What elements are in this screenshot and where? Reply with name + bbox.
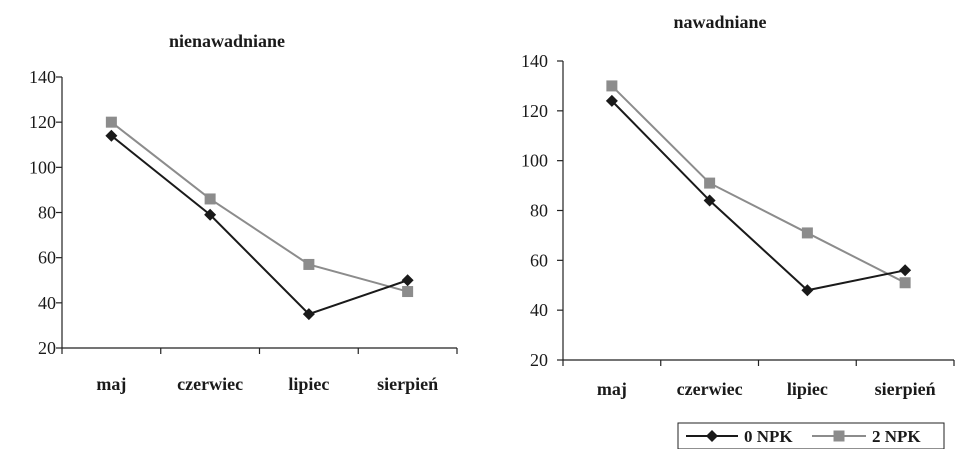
data-point: [402, 286, 414, 298]
data-point: [703, 194, 716, 207]
legend-label: 0 NPK: [744, 427, 793, 446]
y-tick-label: 40: [38, 293, 56, 313]
data-point: [302, 308, 315, 321]
data-point: [204, 193, 216, 205]
x-category-label: sierpień: [875, 379, 936, 399]
chart-nienawadniane: nienawadniane 20 40 60 80 100 120 140 maj czerwi…: [29, 31, 458, 394]
y-tick-label: 80: [38, 203, 56, 223]
data-point: [401, 274, 414, 287]
x-category-label: maj: [597, 379, 627, 399]
chart-nawadniane: nawadniane 20 40 60 80 100 120 140 maj czerwiec l…: [521, 12, 955, 399]
data-point: [899, 264, 912, 277]
data-point: [704, 177, 716, 189]
legend: 0 NPK 2 NPK: [677, 422, 945, 449]
x-category-label: lipiec: [787, 379, 828, 399]
y-tick-label: 20: [38, 338, 56, 358]
chart-title: nawadniane: [673, 12, 766, 32]
y-tick-label: 40: [530, 300, 548, 320]
data-point: [105, 116, 117, 128]
legend-marker: [833, 430, 845, 442]
data-point: [899, 277, 911, 289]
x-category-label: czerwiec: [177, 374, 243, 394]
series-line: [110, 134, 408, 316]
y-tick-label: 140: [29, 67, 56, 87]
y-tick-label: 100: [29, 157, 56, 177]
data-point: [606, 80, 618, 92]
x-category-label: czerwiec: [677, 379, 743, 399]
data-point: [605, 94, 618, 107]
data-point: [303, 258, 315, 270]
y-tick-label: 60: [38, 248, 56, 268]
x-category-label: maj: [96, 374, 126, 394]
data-point: [204, 208, 217, 221]
data-point: [105, 129, 118, 142]
y-tick-label: 120: [521, 101, 548, 121]
legend-marker: [706, 430, 718, 442]
data-point: [801, 284, 814, 297]
y-tick-label: 60: [530, 250, 548, 270]
legend-label: 2 NPK: [872, 427, 921, 446]
x-category-label: lipiec: [288, 374, 329, 394]
chart-title: nienawadniane: [169, 31, 285, 51]
y-tick-label: 80: [530, 201, 548, 221]
series-line: [611, 100, 906, 292]
series-line: [611, 85, 906, 284]
y-tick-label: 20: [530, 350, 548, 370]
y-tick-label: 140: [521, 51, 548, 71]
y-tick-label: 120: [29, 112, 56, 132]
series-line: [110, 121, 408, 293]
x-category-label: sierpień: [377, 374, 438, 394]
y-tick-label: 100: [521, 151, 548, 171]
data-point: [801, 227, 813, 239]
